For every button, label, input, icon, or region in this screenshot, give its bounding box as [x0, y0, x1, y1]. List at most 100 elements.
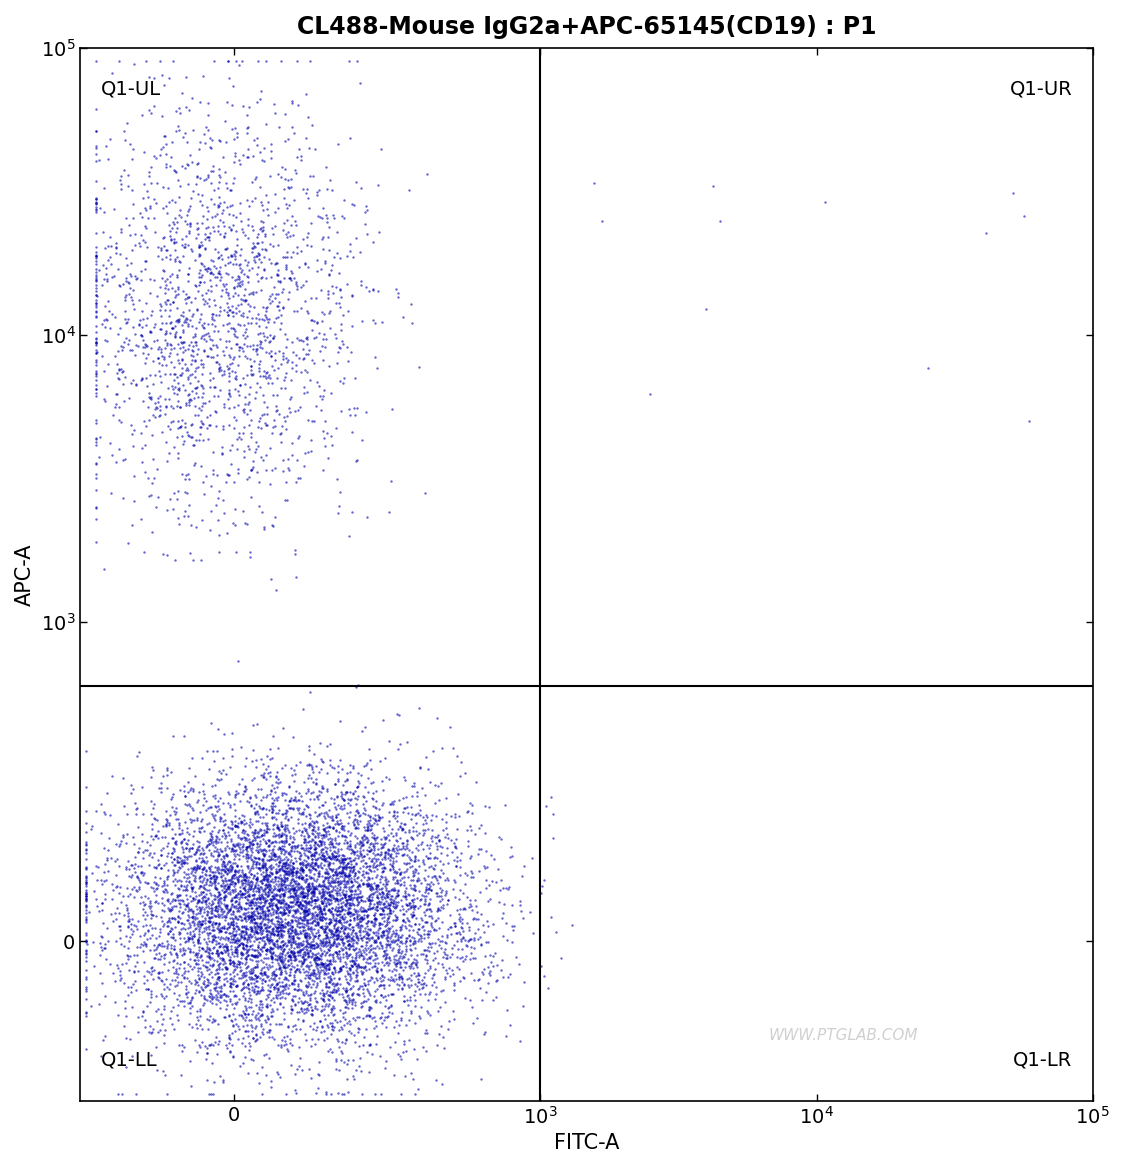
Point: [146, 868, 164, 887]
Point: [271, 903, 289, 922]
Point: [367, 830, 385, 849]
Point: [356, 778, 374, 797]
Point: [458, 888, 476, 906]
Point: [348, 908, 366, 926]
Point: [136, 895, 154, 913]
Point: [228, 940, 246, 959]
Point: [151, 936, 169, 954]
Point: [172, 1065, 190, 1084]
Point: [235, 922, 253, 940]
Point: [190, 860, 208, 878]
Point: [289, 813, 307, 832]
Point: [206, 869, 224, 888]
Point: [200, 1007, 218, 1026]
Point: [193, 214, 212, 232]
Point: [169, 334, 187, 353]
Point: [317, 889, 335, 908]
Point: [201, 189, 219, 208]
Point: [309, 790, 327, 808]
Point: [406, 954, 424, 973]
Point: [190, 833, 208, 851]
Point: [94, 559, 112, 578]
Point: [219, 931, 237, 950]
Point: [321, 854, 339, 872]
Point: [235, 874, 253, 892]
Point: [332, 939, 350, 958]
Point: [339, 1069, 357, 1087]
Point: [400, 181, 418, 200]
Point: [431, 868, 449, 887]
Point: [165, 964, 183, 982]
Point: [285, 878, 303, 897]
Point: [343, 894, 361, 912]
Point: [343, 285, 361, 304]
Point: [254, 938, 272, 957]
Point: [173, 966, 191, 985]
Point: [318, 918, 336, 937]
Point: [227, 51, 245, 70]
Point: [351, 912, 369, 931]
Point: [218, 878, 236, 897]
Point: [234, 145, 252, 164]
Point: [173, 84, 191, 103]
Point: [298, 902, 316, 920]
Point: [387, 897, 405, 916]
Point: [242, 356, 260, 375]
Point: [248, 823, 266, 842]
Point: [215, 906, 233, 925]
Point: [324, 867, 342, 885]
Point: [234, 885, 252, 904]
Point: [163, 319, 181, 338]
Point: [286, 790, 304, 808]
Point: [286, 944, 304, 962]
Point: [387, 830, 405, 849]
Point: [319, 946, 337, 965]
Point: [218, 929, 236, 947]
Point: [309, 937, 327, 955]
Point: [244, 946, 262, 965]
Point: [384, 869, 402, 888]
Point: [394, 820, 412, 839]
Point: [87, 410, 105, 429]
Point: [292, 814, 310, 833]
Point: [161, 314, 179, 333]
Point: [238, 870, 256, 889]
Point: [240, 992, 258, 1010]
Point: [226, 864, 244, 883]
Point: [183, 889, 201, 908]
Point: [254, 139, 272, 158]
Point: [168, 367, 186, 385]
Point: [418, 165, 436, 183]
Point: [270, 833, 288, 851]
Point: [413, 779, 431, 798]
Point: [317, 158, 335, 176]
Point: [197, 238, 215, 257]
Point: [117, 314, 135, 333]
Point: [212, 287, 230, 306]
Point: [384, 806, 402, 825]
Point: [310, 983, 328, 1002]
Point: [411, 890, 429, 909]
Point: [429, 941, 447, 960]
Point: [434, 1038, 452, 1057]
Point: [246, 912, 264, 931]
Point: [224, 925, 242, 944]
Point: [441, 917, 459, 936]
Point: [276, 895, 294, 913]
Point: [279, 459, 297, 478]
Point: [205, 955, 223, 974]
Point: [262, 887, 280, 905]
Point: [272, 951, 290, 969]
Point: [263, 726, 281, 745]
Point: [342, 955, 360, 974]
Point: [281, 894, 299, 912]
Point: [216, 811, 234, 829]
Point: [256, 883, 274, 902]
Point: [360, 739, 378, 758]
Point: [256, 910, 274, 929]
Point: [322, 788, 340, 807]
Point: [178, 68, 196, 86]
Point: [447, 872, 465, 891]
Point: [303, 868, 321, 887]
Point: [395, 307, 413, 326]
